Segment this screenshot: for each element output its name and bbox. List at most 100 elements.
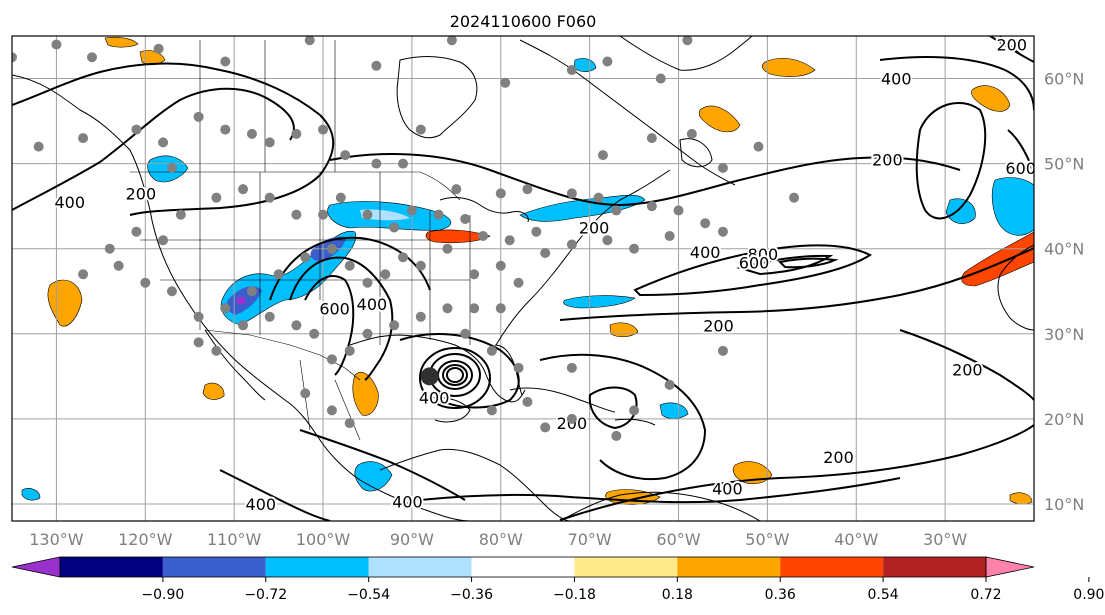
station-dot	[291, 128, 302, 139]
station-dot	[362, 277, 373, 288]
colorbar-tick-label: 0.18	[662, 587, 693, 603]
colorbar-tick-label: −0.90	[141, 587, 184, 603]
station-dot	[398, 252, 409, 263]
station-dot	[566, 362, 577, 373]
station-dot	[113, 260, 124, 271]
station-dot	[597, 150, 608, 161]
colorbar-segment	[677, 557, 781, 577]
contour-label: 200	[579, 218, 610, 237]
lat-tick-label: 20°N	[1044, 410, 1084, 429]
station-dot	[664, 379, 675, 390]
shade-blob-blue-3	[519, 194, 646, 222]
contour-cyclone-ring-3	[446, 367, 465, 383]
lon-tick-label: 50°W	[745, 530, 789, 549]
station-dot	[717, 162, 728, 173]
station-dot	[495, 260, 506, 271]
station-dot	[140, 277, 151, 288]
station-dot	[344, 345, 355, 356]
station-dot	[304, 36, 315, 46]
station-dot	[629, 405, 640, 416]
lat-tick-label: 10°N	[1044, 495, 1084, 514]
station-dot	[175, 209, 186, 220]
lat-tick-label: 50°N	[1044, 155, 1084, 174]
station-dot	[238, 184, 249, 195]
station-dot	[593, 192, 604, 203]
station-dot	[566, 239, 577, 250]
contour-cyclone-ring-5	[419, 347, 492, 409]
map-frame	[11, 35, 1035, 522]
map-title: 2024110600 F060	[450, 12, 597, 31]
coastline-baja	[204, 329, 266, 401]
station-dot	[166, 162, 177, 173]
contour-200-central	[329, 153, 961, 207]
station-dot	[566, 413, 577, 424]
station-dot	[211, 345, 222, 356]
station-dot	[646, 133, 657, 144]
coastline-cuba	[509, 387, 616, 413]
station-dot	[451, 184, 462, 195]
station-dot	[220, 303, 231, 314]
contour-600-east	[1007, 129, 1034, 176]
contour-400-atlantic	[633, 244, 873, 297]
colorbar-tick-label: −0.36	[450, 587, 493, 603]
shade-blob-blue-4	[563, 295, 636, 309]
shade-blob-orange-10	[202, 382, 225, 400]
station-dot	[500, 77, 511, 88]
contour-400-caribbean-low	[588, 386, 638, 430]
contour-label: 400	[246, 495, 277, 514]
cyclone-center-marker	[420, 367, 439, 386]
station-dot	[602, 235, 613, 246]
map-panel: 4002004006002004008006002004002002004004…	[11, 35, 1084, 549]
station-dot	[264, 192, 275, 203]
coastline-newfoundland	[679, 138, 713, 168]
station-dot	[406, 205, 417, 216]
station-dot	[389, 222, 400, 233]
station-dot	[318, 209, 329, 220]
station-dot	[540, 247, 551, 258]
station-dot	[460, 328, 471, 339]
station-dot	[513, 277, 524, 288]
colorbar-segment	[780, 557, 884, 577]
station-dot	[264, 137, 275, 148]
contour-label: 200	[997, 36, 1028, 55]
station-dot	[131, 124, 142, 135]
us-mexico-border	[204, 329, 361, 381]
lon-tick-label: 110°W	[207, 530, 262, 549]
contour-200-mexico	[219, 469, 331, 521]
contour-label: 200	[952, 361, 983, 380]
station-dot	[513, 362, 524, 373]
station-dot	[717, 345, 728, 356]
station-dot	[326, 243, 337, 254]
coastline-yucatan	[419, 397, 471, 423]
station-dot	[389, 320, 400, 331]
contour-600-atlantic	[736, 254, 834, 276]
station-dot	[291, 209, 302, 220]
great-lakes	[439, 197, 529, 223]
contour-600-trough	[304, 275, 355, 376]
station-dot	[717, 226, 728, 237]
station-dot	[309, 328, 320, 339]
station-dot	[566, 65, 577, 76]
lon-tick-label: 80°W	[479, 530, 523, 549]
station-dot	[629, 243, 640, 254]
station-dot	[291, 320, 302, 331]
station-dot	[78, 133, 89, 144]
coastline-hudson	[396, 56, 478, 139]
contour-label: 400	[712, 480, 743, 499]
station-dot	[318, 124, 329, 135]
station-dot	[398, 158, 409, 169]
colorbar-tick-label: −0.72	[244, 587, 287, 603]
contour-200-west	[12, 62, 335, 216]
colorbar-extend-high	[985, 556, 1035, 578]
station-dot	[371, 158, 382, 169]
contour-label: 400	[419, 389, 450, 408]
coastline-hispaniola	[614, 418, 656, 426]
contour-200-atlantic	[559, 247, 1034, 321]
colorbar-tick-label: 0.36	[765, 587, 796, 603]
station-dot	[166, 286, 177, 297]
contour-label: 200	[126, 184, 157, 203]
contour-200-northeast	[989, 36, 1034, 63]
contour-400-trough	[289, 256, 394, 381]
shade-blob-orange-5	[352, 372, 379, 416]
colorbar-segment	[574, 557, 678, 577]
